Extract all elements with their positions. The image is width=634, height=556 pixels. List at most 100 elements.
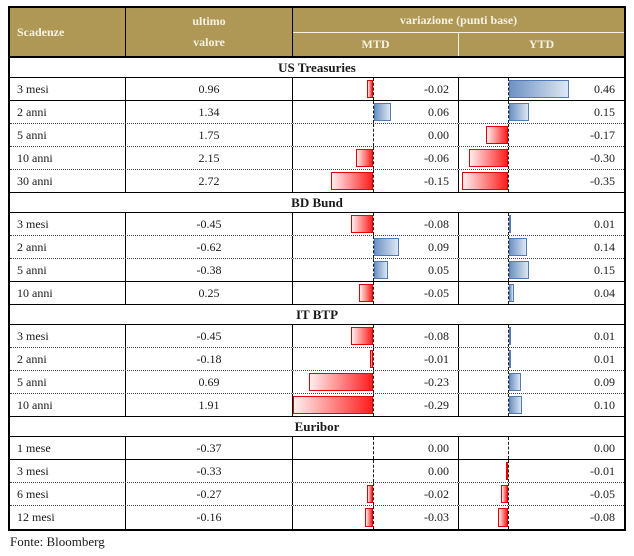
table-row: 10 anni 2.15 -0.06 -0.30 (10, 147, 624, 170)
positive-data-bar (374, 103, 391, 121)
maturity-label: 10 anni (10, 394, 126, 416)
zero-axis (373, 460, 374, 482)
mtd-value: -0.06 (424, 150, 449, 165)
zero-axis (508, 437, 509, 459)
ytd-value: 0.15 (594, 104, 615, 119)
mtd-value: -0.23 (424, 374, 449, 389)
table-row: 5 anni -0.38 0.05 0.15 (10, 259, 624, 282)
mtd-value: -0.03 (424, 510, 449, 524)
negative-data-bar (293, 396, 373, 414)
ytd-cell: -0.17 (459, 124, 624, 146)
positive-data-bar (509, 103, 529, 121)
last-value: 2.15 (126, 147, 293, 169)
table-row: 3 mesi -0.33 0.00 -0.01 (10, 460, 624, 483)
zero-axis (508, 460, 509, 482)
mtd-value: -0.02 (424, 486, 449, 501)
negative-data-bar (367, 485, 373, 503)
zero-axis (373, 236, 374, 258)
maturity-label: 1 mese (10, 437, 126, 459)
ytd-cell: -0.05 (459, 483, 624, 505)
table-body: US Treasuries 3 mesi 0.96 -0.02 0.46 2 anni 1.… (10, 58, 624, 529)
zero-axis (508, 325, 509, 347)
section-header-row: Euribor (10, 417, 624, 437)
ytd-value: -0.35 (590, 173, 615, 188)
maturity-label: 2 anni (10, 101, 126, 123)
last-value: 1.75 (126, 124, 293, 146)
positive-data-bar (509, 80, 569, 98)
zero-axis (508, 506, 509, 529)
zero-axis (508, 124, 509, 146)
ytd-value: -0.01 (590, 463, 615, 478)
ytd-value: 0.10 (594, 397, 615, 412)
mtd-value: 0.00 (428, 127, 449, 142)
ytd-value: 0.46 (594, 81, 615, 96)
table-row: 5 anni 0.69 -0.23 0.09 (10, 371, 624, 394)
mtd-cell: -0.23 (293, 371, 459, 393)
maturity-label: 3 mesi (10, 460, 126, 482)
ytd-cell: 0.46 (459, 78, 624, 100)
ytd-value: -0.05 (590, 486, 615, 501)
mtd-cell: -0.15 (293, 170, 459, 192)
mtd-cell: 0.06 (293, 101, 459, 123)
ytd-value: 0.01 (594, 216, 615, 231)
last-value: -0.33 (126, 460, 293, 482)
header-scadenze: Scadenze (10, 8, 126, 56)
last-value: -0.62 (126, 236, 293, 258)
zero-axis (373, 483, 374, 505)
mtd-value: 0.05 (428, 262, 449, 277)
section-header-row: BD Bund (10, 193, 624, 213)
mtd-value: -0.01 (424, 351, 449, 366)
zero-axis (508, 101, 509, 123)
ytd-cell: 0.15 (459, 259, 624, 281)
ytd-cell: 0.01 (459, 348, 624, 370)
zero-axis (373, 325, 374, 347)
positive-data-bar (509, 373, 521, 391)
ytd-cell: 0.04 (459, 282, 624, 304)
negative-data-bar (309, 373, 373, 391)
ytd-value: -0.08 (590, 510, 615, 524)
last-value: 0.96 (126, 78, 293, 100)
table-row: 10 anni 1.91 -0.29 0.10 (10, 394, 624, 417)
mtd-cell: -0.29 (293, 394, 459, 416)
zero-axis (373, 348, 374, 370)
zero-axis (508, 371, 509, 393)
last-value: -0.16 (126, 506, 293, 529)
table-row: 10 anni 0.25 -0.05 0.04 (10, 282, 624, 305)
source-note: Fonte: Bloomberg (10, 534, 105, 549)
maturity-label: 5 anni (10, 259, 126, 281)
zero-axis (508, 78, 509, 100)
section-header-row: US Treasuries (10, 58, 624, 78)
mtd-value: -0.08 (424, 216, 449, 231)
last-value: -0.37 (126, 437, 293, 459)
last-value: -0.18 (126, 348, 293, 370)
zero-axis (373, 437, 374, 459)
positive-data-bar (509, 350, 511, 368)
maturity-label: 2 anni (10, 236, 126, 258)
last-value: -0.27 (126, 483, 293, 505)
last-value: 0.69 (126, 371, 293, 393)
header-ytd: YTD (528, 37, 555, 51)
table-row: 2 anni -0.18 -0.01 0.01 (10, 348, 624, 371)
ytd-cell: 0.14 (459, 236, 624, 258)
mtd-cell: -0.08 (293, 213, 459, 235)
zero-axis (373, 124, 374, 146)
mtd-cell: -0.08 (293, 325, 459, 347)
positive-data-bar (509, 261, 529, 279)
mtd-cell: 0.00 (293, 460, 459, 482)
negative-data-bar (351, 215, 373, 233)
positive-data-bar (509, 215, 511, 233)
mtd-cell: -0.02 (293, 78, 459, 100)
mtd-value: 0.00 (428, 440, 449, 455)
maturity-label: 3 mesi (10, 78, 126, 100)
zero-axis (508, 394, 509, 416)
positive-data-bar (509, 238, 527, 256)
maturity-label: 3 mesi (10, 325, 126, 347)
zero-axis (373, 101, 374, 123)
last-value: -0.38 (126, 259, 293, 281)
negative-data-bar (469, 149, 508, 167)
negative-data-bar (331, 172, 373, 190)
ytd-cell: 0.00 (459, 437, 624, 459)
ytd-value: -0.17 (590, 127, 615, 142)
zero-axis (373, 213, 374, 235)
zero-axis (373, 282, 374, 304)
